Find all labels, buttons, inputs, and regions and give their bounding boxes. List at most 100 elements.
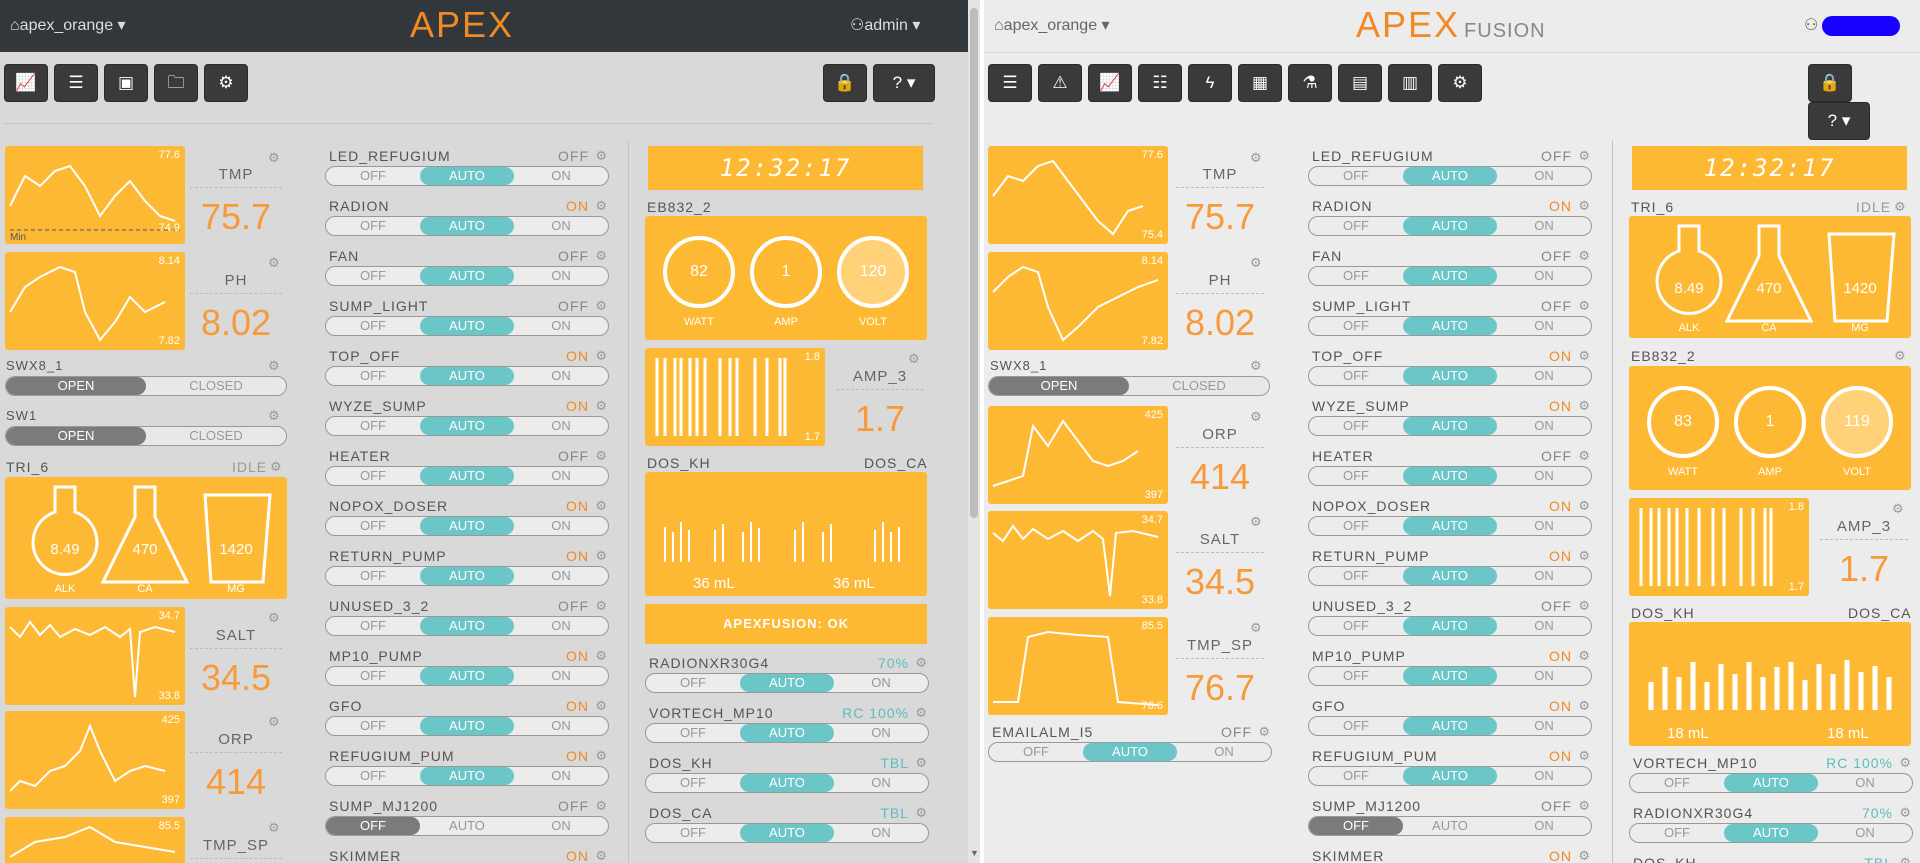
- location-menu[interactable]: ⌂apex_orange ▾: [10, 17, 126, 34]
- mode-auto[interactable]: AUTO: [739, 674, 834, 692]
- gear-icon[interactable]: ⚙: [1250, 358, 1262, 373]
- mode-on[interactable]: ON: [551, 318, 571, 333]
- mode-auto[interactable]: AUTO: [1082, 743, 1177, 761]
- switch-sw1[interactable]: OPEN CLOSED: [5, 426, 287, 446]
- help-button[interactable]: ? ▾: [1808, 102, 1870, 140]
- outlet-mode-switch[interactable]: OFF AUTO ON: [1629, 773, 1913, 793]
- outlet-mode-switch[interactable]: OFF AUTO ON: [325, 366, 609, 386]
- probe-salt[interactable]: SALT 34.5: [190, 627, 282, 699]
- gear-icon[interactable]: ⚙: [1250, 255, 1262, 270]
- graph-ph[interactable]: 8.14 7.82: [5, 252, 185, 350]
- mode-auto[interactable]: AUTO: [419, 467, 514, 485]
- mode-off[interactable]: OFF: [359, 568, 386, 583]
- mode-auto[interactable]: AUTO: [1402, 717, 1497, 735]
- mode-on[interactable]: ON: [551, 168, 571, 183]
- graph-ph[interactable]: 8.14 7.82: [988, 252, 1168, 350]
- mode-auto[interactable]: AUTO: [419, 317, 514, 335]
- outlet-mode-switch[interactable]: OFF AUTO ON: [325, 316, 609, 336]
- mode-off[interactable]: OFF: [1342, 168, 1369, 183]
- mode-auto[interactable]: AUTO: [1402, 317, 1497, 335]
- tests-button[interactable]: ⚗: [1288, 64, 1332, 102]
- mode-off[interactable]: OFF: [359, 718, 386, 733]
- gear-icon[interactable]: ⚙: [915, 655, 927, 670]
- mode-auto[interactable]: AUTO: [419, 667, 514, 685]
- gear-icon[interactable]: ⚙: [1578, 498, 1590, 513]
- help-button[interactable]: ? ▾: [873, 64, 935, 102]
- outlet-mode-switch[interactable]: OFF AUTO ON: [1308, 716, 1592, 736]
- mode-on[interactable]: ON: [1534, 618, 1554, 633]
- mode-off[interactable]: OFF: [1309, 817, 1403, 835]
- gear-icon[interactable]: ⚙: [268, 714, 280, 729]
- dashboard-button[interactable]: 📈: [4, 64, 48, 102]
- mode-on[interactable]: ON: [551, 418, 571, 433]
- mode-auto[interactable]: AUTO: [419, 617, 514, 635]
- gear-icon[interactable]: ⚙: [1578, 148, 1590, 163]
- gear-icon[interactable]: ⚙: [1578, 698, 1590, 713]
- gear-icon[interactable]: ⚙: [1892, 501, 1904, 516]
- mode-auto[interactable]: AUTO: [419, 417, 514, 435]
- outlet-mode-switch[interactable]: OFF AUTO ON: [1308, 566, 1592, 586]
- trident-tile[interactable]: 8.49 470 1420 ALK CA MG: [5, 477, 287, 599]
- mode-auto[interactable]: AUTO: [1402, 217, 1497, 235]
- outlet-mode-switch[interactable]: OFF AUTO ON: [325, 816, 609, 836]
- user-menu[interactable]: ⚇: [1804, 15, 1901, 36]
- mode-auto[interactable]: AUTO: [1402, 367, 1497, 385]
- outlet-mode-switch[interactable]: OFF AUTO ON: [325, 466, 609, 486]
- switch-swx8-1[interactable]: OPEN CLOSED: [988, 376, 1270, 396]
- energy-bar-tile[interactable]: 83 1 119 WATT AMP VOLT: [1629, 366, 1911, 490]
- mode-auto[interactable]: AUTO: [1402, 767, 1497, 785]
- mode-off[interactable]: OFF: [1342, 218, 1369, 233]
- probe-orp[interactable]: ORP 414: [1176, 426, 1264, 498]
- mode-on[interactable]: ON: [551, 568, 571, 583]
- mode-on[interactable]: ON: [871, 775, 891, 790]
- gear-icon[interactable]: ⚙: [1578, 548, 1590, 563]
- probe-tmp-sp[interactable]: TMP_SP 76.7: [1176, 637, 1264, 709]
- gear-icon[interactable]: ⚙: [595, 148, 607, 163]
- gear-icon[interactable]: ⚙: [268, 408, 280, 423]
- gear-icon[interactable]: ⚙: [915, 705, 927, 720]
- mode-off[interactable]: OFF: [679, 675, 706, 690]
- gear-icon[interactable]: ⚙: [595, 298, 607, 313]
- dashboard-button[interactable]: 📈: [1088, 64, 1132, 102]
- outlet-mode-switch[interactable]: OFF AUTO ON: [1308, 466, 1592, 486]
- mode-on[interactable]: ON: [551, 668, 571, 683]
- mode-on[interactable]: ON: [551, 618, 571, 633]
- mode-on[interactable]: ON: [871, 675, 891, 690]
- gear-icon[interactable]: ⚙: [1578, 348, 1590, 363]
- mode-on[interactable]: ON: [1534, 668, 1554, 683]
- gear-icon[interactable]: ⚙: [595, 198, 607, 213]
- gear-icon[interactable]: ⚙: [595, 448, 607, 463]
- mode-off[interactable]: OFF: [1342, 668, 1369, 683]
- gear-icon[interactable]: ⚙: [268, 358, 280, 373]
- mode-on[interactable]: ON: [1534, 218, 1554, 233]
- gear-icon[interactable]: ⚙: [1250, 409, 1262, 424]
- gear-icon[interactable]: ⚙: [595, 598, 607, 613]
- probe-tmp-sp[interactable]: TMP_SP: [190, 837, 282, 859]
- doser-tile[interactable]: 18 mL 18 mL: [1629, 622, 1911, 746]
- mode-auto[interactable]: AUTO: [739, 724, 834, 742]
- outlet-mode-switch[interactable]: OFF AUTO ON: [1308, 266, 1592, 286]
- mode-off[interactable]: OFF: [359, 168, 386, 183]
- outlet-mode-switch[interactable]: OFF AUTO ON: [325, 616, 609, 636]
- outlet-mode-switch[interactable]: OFF AUTO ON: [325, 666, 609, 686]
- user-menu[interactable]: ⚇admin ▾: [850, 17, 921, 34]
- mode-off[interactable]: OFF: [1342, 518, 1369, 533]
- mode-off[interactable]: OFF: [679, 725, 706, 740]
- clipboard-button[interactable]: ▥: [1388, 64, 1432, 102]
- mode-auto[interactable]: AUTO: [419, 767, 514, 785]
- graph-tmp[interactable]: 77.6 75.4: [988, 146, 1168, 244]
- outlet-mode-switch[interactable]: OFF AUTO ON: [1308, 216, 1592, 236]
- probe-tmp[interactable]: TMP 75.7: [1176, 166, 1264, 238]
- mode-off[interactable]: OFF: [359, 368, 386, 383]
- gear-icon[interactable]: ⚙: [908, 351, 920, 366]
- location-menu[interactable]: ⌂apex_orange ▾: [994, 17, 1110, 34]
- probe-tmp[interactable]: TMP 75.7: [190, 166, 282, 238]
- outlet-mode-switch[interactable]: OFF AUTO ON: [988, 742, 1272, 762]
- graph-tmp-sp[interactable]: 85.5: [5, 817, 185, 863]
- mode-auto[interactable]: AUTO: [449, 818, 485, 833]
- graph-amp3[interactable]: 1.8 1.7: [645, 348, 825, 446]
- scrollbar[interactable]: [968, 0, 980, 863]
- gear-icon[interactable]: ⚙: [1578, 248, 1590, 263]
- gear-icon[interactable]: ⚙: [595, 848, 607, 863]
- graph-amp3[interactable]: 1.8 1.7: [1629, 498, 1809, 596]
